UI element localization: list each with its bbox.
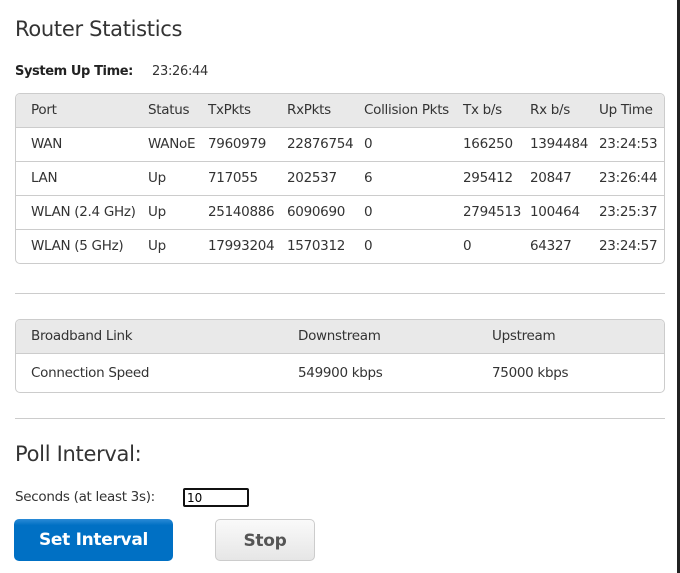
column-header: Upstream bbox=[492, 328, 556, 344]
table-cell: LAN bbox=[31, 170, 58, 186]
table-cell: Up bbox=[148, 170, 166, 186]
seconds-label: Seconds (at least 3s): bbox=[15, 489, 155, 505]
column-header: Rx b/s bbox=[530, 102, 571, 118]
table-row: WLAN (5 GHz) Up 17993204 1570312 0 0 64327 23:2… bbox=[16, 229, 664, 263]
stop-button[interactable]: Stop bbox=[215, 519, 315, 561]
port-statistics-table: Port Status TxPkts RxPkts Collision Pkts Tx b… bbox=[15, 93, 665, 264]
table-cell: 64327 bbox=[530, 238, 572, 254]
broadband-table: Broadband Link Downstream Upstream Connecti… bbox=[15, 319, 665, 393]
table-header-row: Broadband Link Downstream Upstream bbox=[16, 320, 664, 353]
table-cell: 549900 kbps bbox=[298, 365, 383, 381]
table-cell: WLAN (2.4 GHz) bbox=[31, 204, 136, 220]
column-header: Tx b/s bbox=[463, 102, 502, 118]
system-up-time-value: 23:26:44 bbox=[152, 64, 208, 79]
divider bbox=[15, 418, 665, 419]
system-up-time-label: System Up Time: bbox=[15, 64, 133, 79]
seconds-input[interactable] bbox=[183, 488, 249, 507]
table-cell: 0 bbox=[463, 238, 472, 254]
window-edge bbox=[677, 0, 680, 573]
column-header: Port bbox=[31, 102, 57, 118]
table-cell: 23:26:44 bbox=[599, 170, 658, 186]
divider bbox=[15, 293, 665, 294]
table-cell: 1394484 bbox=[530, 136, 589, 152]
table-cell: 1570312 bbox=[287, 238, 346, 254]
table-cell: 0 bbox=[364, 204, 373, 220]
table-header-row: Port Status TxPkts RxPkts Collision Pkts Tx b… bbox=[16, 94, 664, 127]
table-cell: 23:24:57 bbox=[599, 238, 658, 254]
table-row: WAN WANoE 7960979 22876754 0 166250 1394484 23:… bbox=[16, 127, 664, 161]
table-row: LAN Up 717055 202537 6 295412 20847 23:26:44 bbox=[16, 161, 664, 195]
table-cell: 22876754 bbox=[287, 136, 354, 152]
table-row: WLAN (2.4 GHz) Up 25140886 6090690 0 2794513 1… bbox=[16, 195, 664, 229]
column-header: Status bbox=[148, 102, 190, 118]
table-cell: 25140886 bbox=[208, 204, 275, 220]
table-cell: 202537 bbox=[287, 170, 337, 186]
column-header: Downstream bbox=[298, 328, 381, 344]
table-cell: 23:24:53 bbox=[599, 136, 658, 152]
table-cell: 0 bbox=[364, 238, 373, 254]
column-header: Up Time bbox=[599, 102, 653, 118]
table-cell: 100464 bbox=[530, 204, 580, 220]
set-interval-button[interactable]: Set Interval bbox=[14, 519, 173, 561]
table-cell: 23:25:37 bbox=[599, 204, 658, 220]
page-title: Router Statistics bbox=[15, 17, 183, 41]
table-cell: 75000 kbps bbox=[492, 365, 569, 381]
table-cell: 20847 bbox=[530, 170, 572, 186]
table-cell: Up bbox=[148, 238, 166, 254]
table-cell: Connection Speed bbox=[31, 365, 150, 381]
table-cell: WLAN (5 GHz) bbox=[31, 238, 124, 254]
table-row: Connection Speed 549900 kbps 75000 kbps bbox=[16, 353, 664, 392]
table-cell: 0 bbox=[364, 136, 373, 152]
table-cell: 295412 bbox=[463, 170, 513, 186]
column-header: TxPkts bbox=[208, 102, 251, 118]
table-cell: 7960979 bbox=[208, 136, 267, 152]
table-cell: Up bbox=[148, 204, 166, 220]
table-cell: 6 bbox=[364, 170, 373, 186]
table-cell: 166250 bbox=[463, 136, 513, 152]
system-up-time: System Up Time: 23:26:44 bbox=[15, 64, 208, 79]
table-cell: 6090690 bbox=[287, 204, 346, 220]
table-cell: 717055 bbox=[208, 170, 258, 186]
poll-interval-heading: Poll Interval: bbox=[15, 442, 142, 466]
column-header: Broadband Link bbox=[31, 328, 133, 344]
table-cell: 17993204 bbox=[208, 238, 275, 254]
table-cell: WANoE bbox=[148, 136, 196, 152]
table-cell: 2794513 bbox=[463, 204, 522, 220]
column-header: Collision Pkts bbox=[364, 102, 449, 118]
table-cell: WAN bbox=[31, 136, 63, 152]
column-header: RxPkts bbox=[287, 102, 331, 118]
